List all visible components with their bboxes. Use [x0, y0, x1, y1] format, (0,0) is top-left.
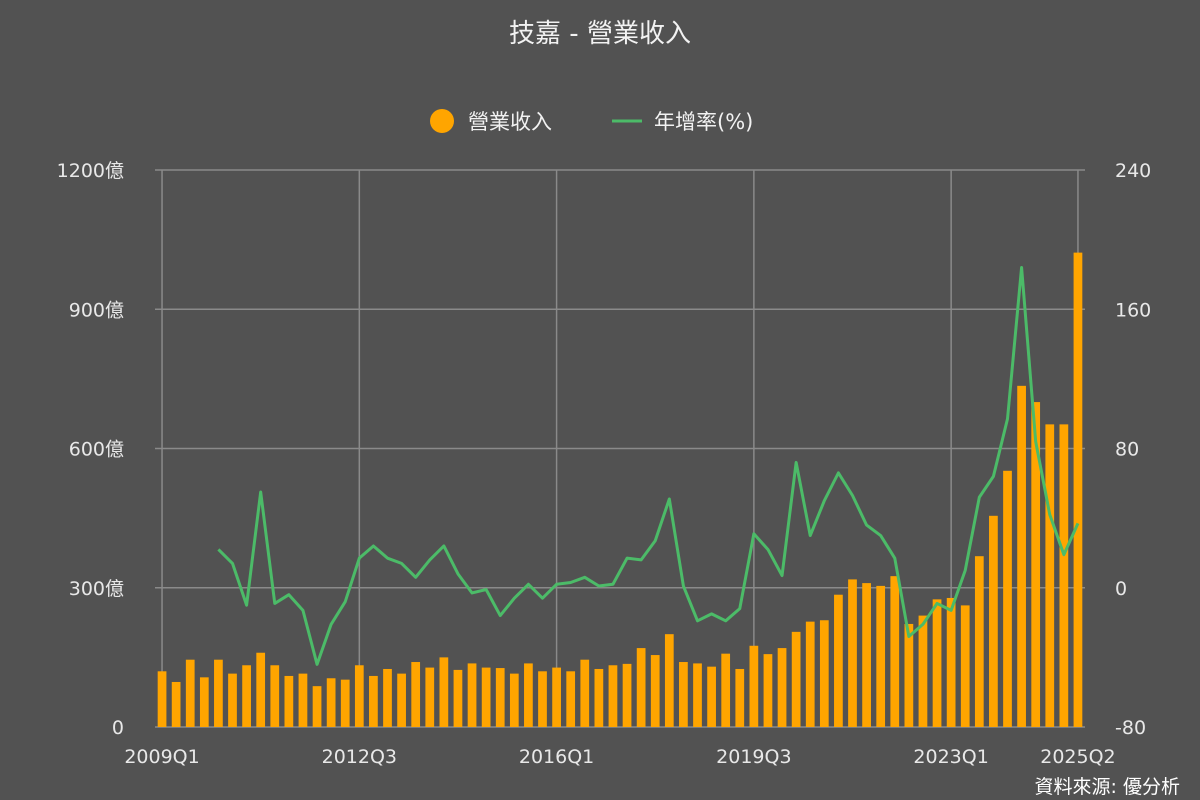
left-axis-ticks: 0 300億 600億 900億 1200億: [57, 160, 124, 739]
revenue-bar: [834, 594, 843, 727]
right-tick-label: 160: [1115, 299, 1151, 321]
revenue-bar: [918, 615, 928, 727]
revenue-bar: [228, 673, 237, 727]
revenue-bar: [594, 668, 604, 727]
revenue-bar: [1031, 402, 1041, 727]
right-tick-label: 0: [1115, 578, 1127, 600]
revenue-bar: [974, 556, 984, 727]
x-tick-label: 2025Q2: [1040, 746, 1115, 768]
revenue-bar: [848, 579, 857, 727]
revenue-bar: [946, 597, 956, 727]
left-tick-label: 600億: [69, 439, 124, 461]
revenue-bar: [453, 669, 463, 727]
revenue-bar: [326, 678, 336, 727]
revenue-bars: [157, 252, 1083, 727]
revenue-bar: [608, 665, 618, 727]
x-tick-label: 2019Q3: [716, 746, 791, 768]
right-tick-label: 80: [1115, 439, 1139, 461]
right-tick-label: -80: [1115, 717, 1146, 739]
revenue-bar: [904, 623, 914, 727]
revenue-bar: [397, 673, 406, 727]
revenue-bar: [679, 662, 688, 727]
revenue-bar: [185, 659, 195, 727]
revenue-bar: [509, 673, 519, 727]
revenue-bar: [777, 648, 787, 727]
revenue-bar: [566, 671, 576, 727]
revenue-bar: [284, 675, 294, 727]
right-axis-ticks: -80 0 80 160 240: [1115, 160, 1151, 739]
revenue-bar: [1017, 385, 1026, 727]
revenue-bar: [876, 585, 886, 727]
revenue-bar: [960, 605, 970, 727]
revenue-bar: [650, 655, 660, 727]
legend-bar-marker: [430, 109, 454, 133]
revenue-bar: [890, 576, 900, 727]
revenue-bar: [411, 662, 421, 727]
revenue-bar: [495, 668, 505, 727]
revenue-bar: [749, 645, 759, 727]
right-tick-label: 240: [1115, 160, 1151, 182]
revenue-bar: [467, 663, 477, 727]
revenue-bar: [763, 654, 773, 727]
chart-title: 技嘉 - 營業收入: [509, 19, 691, 49]
revenue-bar: [805, 621, 815, 727]
revenue-bar: [199, 677, 209, 727]
source-note: 資料來源: 優分析: [1035, 776, 1180, 798]
revenue-bar: [1073, 252, 1083, 727]
revenue-bar: [383, 668, 392, 727]
revenue-bar: [214, 659, 223, 727]
x-tick-label: 2023Q1: [913, 746, 988, 768]
revenue-bar: [354, 665, 364, 727]
revenue-bar: [1003, 470, 1012, 727]
x-axis-ticks: 2009Q1 2012Q3 2016Q1 2019Q3 2023Q1 2025Q2: [124, 746, 1115, 768]
revenue-bar: [735, 668, 745, 727]
revenue-bar: [791, 631, 801, 727]
revenue-bar: [425, 667, 435, 727]
revenue-bar: [298, 673, 308, 727]
left-tick-label: 0: [112, 717, 124, 739]
revenue-bar: [989, 515, 998, 727]
revenue-bar: [481, 667, 491, 727]
revenue-bar: [862, 583, 871, 727]
revenue-bar: [664, 634, 674, 727]
revenue-bar: [369, 675, 378, 727]
x-tick-label: 2009Q1: [124, 746, 199, 768]
left-tick-label: 300億: [69, 578, 124, 600]
revenue-bar: [721, 653, 731, 727]
revenue-bar: [819, 620, 829, 727]
revenue-bar: [340, 679, 350, 727]
growth-rate-line: [217, 265, 1080, 666]
revenue-bar: [707, 666, 716, 727]
grid: [155, 169, 1085, 728]
revenue-bar: [242, 665, 251, 727]
legend: 營業收入 年增率(%): [430, 109, 753, 134]
legend-bar-label: 營業收入: [468, 110, 552, 134]
left-tick-label: 1200億: [57, 160, 124, 182]
revenue-bar: [580, 659, 590, 727]
x-tick-label: 2016Q1: [519, 746, 594, 768]
revenue-bar: [270, 665, 280, 727]
revenue-bar: [256, 652, 266, 727]
revenue-bar: [439, 657, 449, 727]
revenue-bar: [538, 671, 547, 727]
revenue-bar: [157, 671, 167, 727]
revenue-bar: [622, 663, 632, 727]
left-tick-label: 900億: [69, 299, 124, 321]
revenue-bar: [552, 667, 561, 727]
revenue-bar: [524, 663, 533, 727]
revenue-bar: [1059, 424, 1069, 727]
revenue-bar: [312, 686, 322, 727]
revenue-bar: [636, 648, 646, 727]
revenue-bar: [693, 663, 702, 727]
legend-line-label: 年增率(%): [654, 110, 753, 134]
revenue-bar: [932, 599, 942, 727]
revenue-bar: [1045, 424, 1055, 727]
revenue-bar: [171, 681, 181, 727]
x-tick-label: 2012Q3: [322, 746, 397, 768]
